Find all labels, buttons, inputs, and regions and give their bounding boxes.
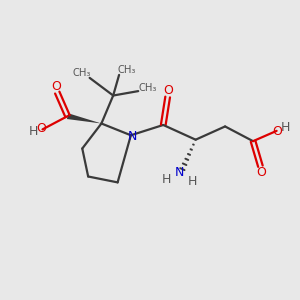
Text: CH₃: CH₃ <box>72 68 91 78</box>
Polygon shape <box>67 113 101 124</box>
Text: O: O <box>51 80 61 93</box>
Text: H: H <box>281 122 290 134</box>
Text: O: O <box>37 122 46 135</box>
Text: N: N <box>128 130 137 143</box>
Text: O: O <box>273 125 282 138</box>
Text: H: H <box>28 125 38 138</box>
Text: CH₃: CH₃ <box>117 64 136 75</box>
Text: N: N <box>175 166 184 179</box>
Text: H: H <box>161 173 171 186</box>
Text: O: O <box>163 84 173 97</box>
Text: O: O <box>256 166 266 179</box>
Text: H: H <box>188 175 197 188</box>
Text: CH₃: CH₃ <box>139 83 157 93</box>
